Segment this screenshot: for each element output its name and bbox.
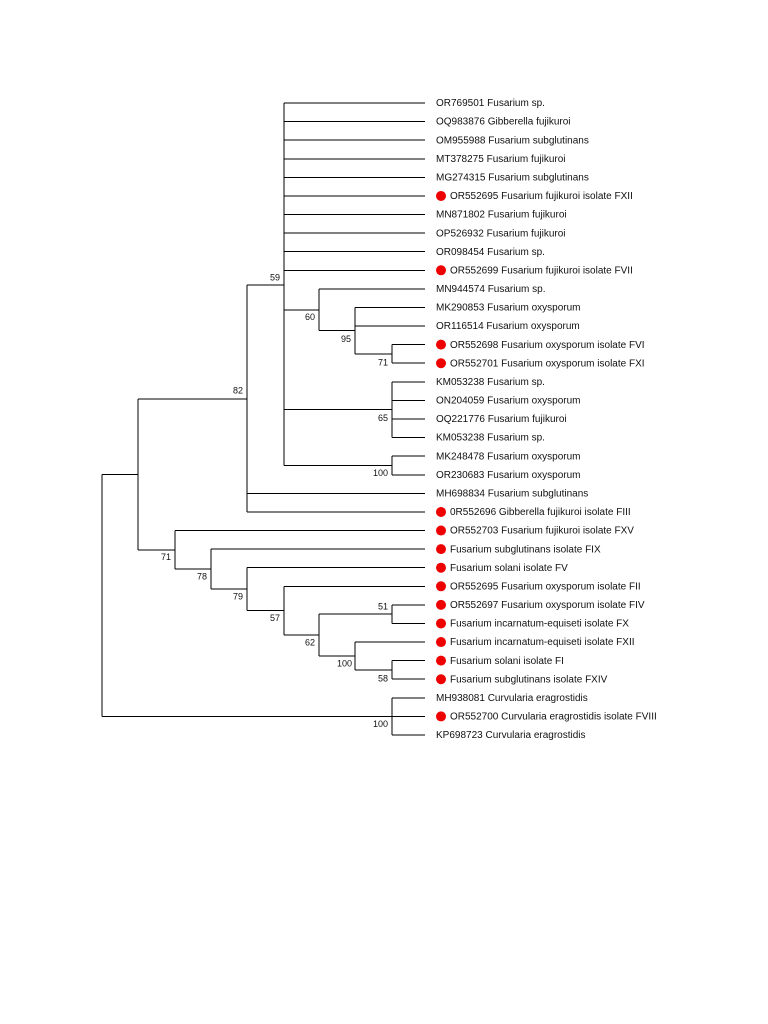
- isolate-marker: [436, 525, 446, 536]
- leaf-label: OQ983876 Gibberella fujikuroi: [436, 117, 571, 128]
- isolate-marker: [436, 581, 446, 592]
- leaf-label: Fusarium solani isolate FV: [450, 563, 568, 574]
- bootstrap-value: 59: [270, 272, 280, 282]
- leaf-label: MN944574 Fusarium sp.: [436, 284, 546, 295]
- leaf-label: MT378275 Fusarium fujikuroi: [436, 154, 566, 165]
- leaf-label: OR552698 Fusarium oxysporum isolate FVI: [450, 340, 645, 351]
- leaf-label: OR552697 Fusarium oxysporum isolate FIV: [450, 600, 645, 611]
- bootstrap-value: 82: [233, 385, 243, 395]
- leaf-label: Fusarium solani isolate FI: [450, 656, 564, 667]
- bootstrap-value: 71: [378, 357, 388, 367]
- leaf-label: OP526932 Fusarium fujikuroi: [436, 228, 566, 239]
- bootstrap-value: 78: [197, 572, 207, 582]
- leaf-label: MK290853 Fusarium oxysporum: [436, 303, 581, 314]
- bootstrap-value: 60: [305, 312, 315, 322]
- leaf-label: OR552699 Fusarium fujikuroi isolate FVII: [450, 265, 633, 276]
- leaf-label: OM955988 Fusarium subglutinans: [436, 135, 589, 146]
- isolate-marker: [436, 339, 446, 350]
- bootstrap-value: 100: [373, 719, 388, 729]
- bootstrap-value: 79: [233, 592, 243, 602]
- leaf-label: MN871802 Fusarium fujikuroi: [436, 210, 567, 221]
- leaf-label: Fusarium incarnatum-equiseti isolate FXI…: [450, 637, 635, 648]
- isolate-marker: [436, 637, 446, 648]
- bootstrap-value: 62: [305, 637, 315, 647]
- isolate-marker: [436, 562, 446, 573]
- bootstrap-value: 65: [378, 413, 388, 423]
- bootstrap-value: 100: [373, 468, 388, 478]
- isolate-marker: [436, 711, 446, 722]
- isolate-marker: [436, 674, 446, 685]
- leaf-label: OR552695 Fusarium oxysporum isolate FII: [450, 581, 641, 592]
- leaf-label: OR552700 Curvularia eragrostidis isolate…: [450, 712, 657, 723]
- leaf-label: MK248478 Fusarium oxysporum: [436, 451, 581, 462]
- leaf-label: MG274315 Fusarium subglutinans: [436, 172, 589, 183]
- leaf-label: OR552703 Fusarium fujikuroi isolate FXV: [450, 526, 634, 537]
- bootstrap-value: 95: [341, 334, 351, 344]
- bootstrap-value: 51: [378, 602, 388, 612]
- bootstrap-value: 58: [378, 673, 388, 683]
- isolate-marker: [436, 544, 446, 555]
- bootstrap-value: 57: [270, 613, 280, 623]
- leaf-label: 0R552696 Gibberella fujikuroi isolate FI…: [450, 507, 631, 518]
- isolate-marker: [436, 618, 446, 629]
- leaf-label: OR552695 Fusarium fujikuroi isolate FXII: [450, 191, 633, 202]
- leaf-label: KP698723 Curvularia eragrostidis: [436, 730, 586, 741]
- leaf-label: Fusarium subglutinans isolate FIX: [450, 544, 601, 555]
- bootstrap-value: 71: [161, 552, 171, 562]
- leaf-label: MH938081 Curvularia eragrostidis: [436, 693, 588, 704]
- bootstrap-value: 100: [337, 658, 352, 668]
- leaf-label: MH698834 Fusarium subglutinans: [436, 488, 588, 499]
- isolate-marker: [436, 190, 446, 201]
- leaf-label: Fusarium subglutinans isolate FXIV: [450, 674, 608, 685]
- leaf-label: KM053238 Fusarium sp.: [436, 433, 545, 444]
- isolate-marker: [436, 358, 446, 369]
- leaf-label: OR769501 Fusarium sp.: [436, 98, 545, 109]
- isolate-marker: [436, 265, 446, 276]
- leaf-label: ON204059 Fusarium oxysporum: [436, 396, 581, 407]
- leaf-label: Fusarium incarnatum-equiseti isolate FX: [450, 619, 629, 630]
- isolate-marker: [436, 655, 446, 666]
- leaf-label: OR116514 Fusarium oxysporum: [436, 321, 580, 332]
- isolate-marker: [436, 506, 446, 517]
- leaf-label: OR098454 Fusarium sp.: [436, 247, 545, 258]
- leaf-label: OR552701 Fusarium oxysporum isolate FXI: [450, 358, 645, 369]
- leaf-label: OQ221776 Fusarium fujikuroi: [436, 414, 567, 425]
- isolate-marker: [436, 599, 446, 610]
- leaf-label: OR230683 Fusarium oxysporum: [436, 470, 581, 481]
- leaf-label: KM053238 Fusarium sp.: [436, 377, 545, 388]
